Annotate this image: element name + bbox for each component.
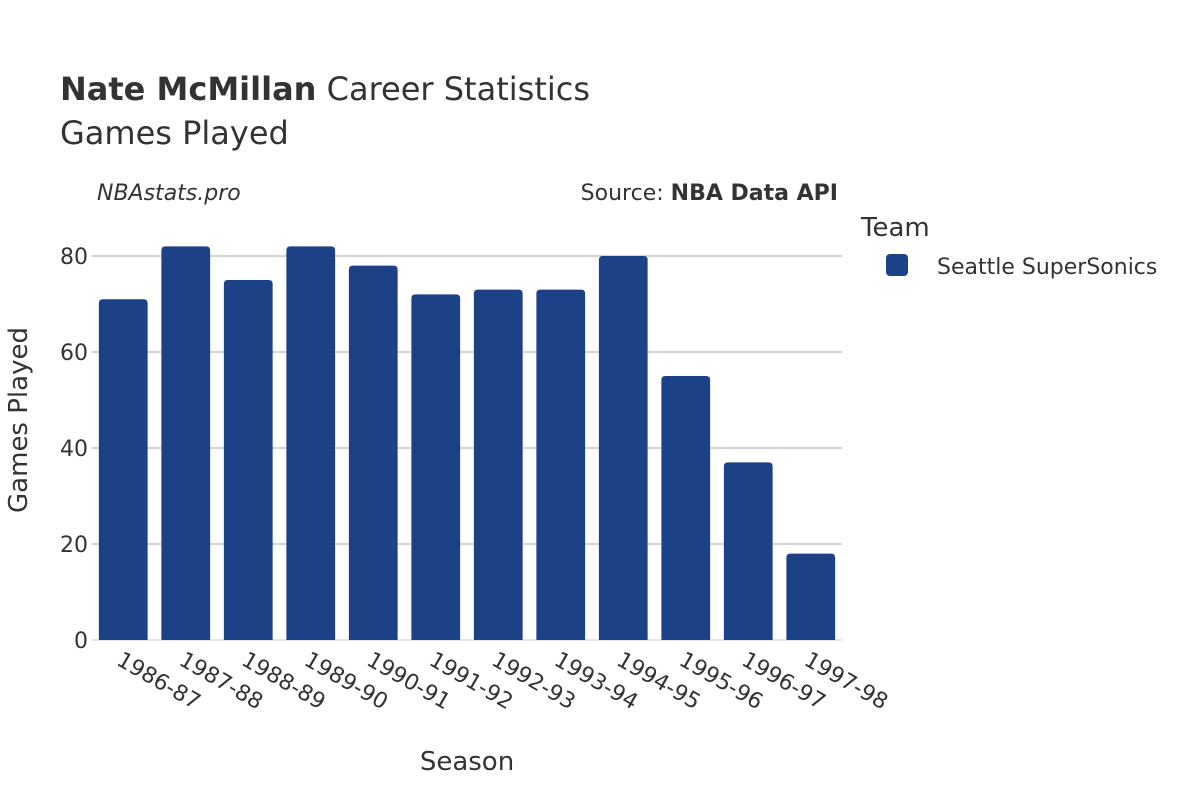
chart-title-bold: Nate McMillan — [60, 70, 316, 108]
y-tick-labels: 0 20 40 60 80 — [60, 245, 88, 654]
bar-1995-96[interactable] — [661, 376, 711, 640]
bar-1992-93[interactable] — [473, 289, 523, 640]
chart-title: Nate McMillan Career Statistics — [60, 70, 590, 108]
bar-1993-94[interactable] — [536, 289, 586, 640]
watermark-text: NBAstats.pro — [97, 181, 241, 206]
bar-1988-89[interactable] — [223, 280, 273, 640]
bar-1997-98[interactable] — [786, 553, 836, 640]
bar-1991-92[interactable] — [411, 294, 461, 640]
bar-1994-95[interactable] — [598, 256, 648, 640]
bar-1986-87[interactable] — [98, 299, 148, 640]
legend-title: Team — [860, 213, 930, 243]
bars — [98, 246, 836, 640]
bar-1990-91[interactable] — [348, 265, 398, 640]
y-tick-label: 0 — [74, 629, 88, 654]
y-axis-title: Games Played — [4, 327, 34, 513]
y-tick-label: 80 — [60, 245, 88, 270]
legend-swatch — [886, 254, 908, 276]
y-tick-label: 20 — [60, 533, 88, 558]
chart-subtitle: Games Played — [60, 114, 289, 152]
x-axis-title: Season — [420, 747, 514, 777]
source-text: Source: NBA Data API — [581, 181, 838, 206]
gridlines — [92, 255, 842, 641]
chart-title-suffix: Career Statistics — [327, 70, 590, 108]
bar-1989-90[interactable] — [286, 246, 336, 640]
source-label: Source: — [581, 181, 664, 206]
legend-item-label[interactable]: Seattle SuperSonics — [937, 255, 1157, 280]
y-tick-label: 40 — [60, 437, 88, 462]
bar-1987-88[interactable] — [161, 246, 211, 640]
source-value: NBA Data API — [671, 181, 838, 206]
x-tick-labels: 1986-871987-881988-891989-901990-911991-… — [112, 648, 892, 716]
bar-1996-97[interactable] — [723, 462, 773, 640]
y-tick-label: 60 — [60, 341, 88, 366]
